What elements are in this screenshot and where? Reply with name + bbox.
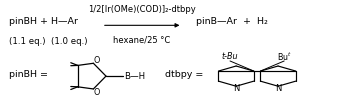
Text: O: O	[93, 88, 100, 97]
Text: 1/2[Ir(OMe)(COD)]₂-dtbpy: 1/2[Ir(OMe)(COD)]₂-dtbpy	[88, 5, 195, 14]
Text: t-Bu: t-Bu	[222, 52, 238, 61]
Text: N: N	[233, 84, 239, 93]
Text: O: O	[93, 56, 100, 65]
Text: pinBH =: pinBH =	[9, 70, 48, 79]
Text: N: N	[275, 84, 281, 93]
Text: B—H: B—H	[124, 72, 146, 81]
Text: pinB—Ar  +  H₂: pinB—Ar + H₂	[196, 17, 268, 26]
Text: (1.1 eq.)  (1.0 eq.): (1.1 eq.) (1.0 eq.)	[9, 37, 88, 46]
Text: dtbpy =: dtbpy =	[165, 70, 204, 79]
Text: pinBH + H—Ar: pinBH + H—Ar	[9, 17, 78, 26]
Text: hexane/25 °C: hexane/25 °C	[113, 35, 170, 44]
Text: Bu$^t$: Bu$^t$	[277, 51, 292, 63]
